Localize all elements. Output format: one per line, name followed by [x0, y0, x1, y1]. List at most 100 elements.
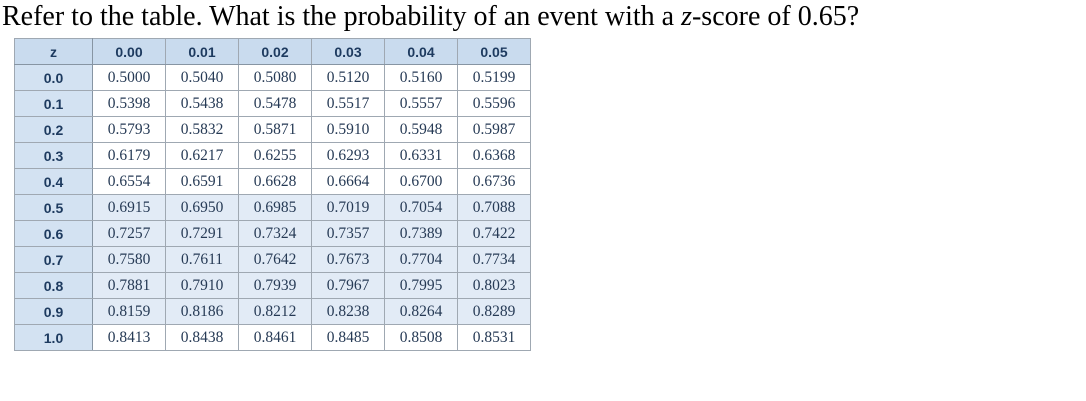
probability-cell: 0.5398 [92, 90, 166, 118]
header-cell-z: z [14, 38, 93, 66]
probability-cell: 0.7995 [384, 272, 458, 300]
table-row: 0.8 0.7881 0.7910 0.7939 0.7967 0.7995 0.8023 [14, 272, 531, 300]
table-row: 0.7 0.7580 0.7611 0.7642 0.7673 0.7704 0.7734 [14, 246, 531, 274]
probability-cell: 0.6331 [384, 142, 458, 170]
probability-cell: 0.7019 [311, 194, 385, 222]
z-table-head: z 0.00 0.01 0.02 0.03 0.04 0.05 [14, 38, 531, 66]
probability-cell: 0.7422 [457, 220, 531, 248]
question-z-term: z [681, 1, 692, 32]
probability-cell: 0.6700 [384, 168, 458, 196]
probability-cell: 0.7642 [238, 246, 312, 274]
probability-cell: 0.7357 [311, 220, 385, 248]
probability-cell: 0.5120 [311, 64, 385, 92]
row-z-label: 0.2 [14, 116, 93, 144]
probability-cell: 0.7967 [311, 272, 385, 300]
table-row: 0.0 0.5000 0.5040 0.5080 0.5120 0.5160 0.5199 [14, 64, 531, 92]
row-z-label: 0.4 [14, 168, 93, 196]
page: Refer to the table. What is the probabil… [0, 1, 1086, 352]
question-title: Refer to the table. What is the probabil… [2, 1, 1086, 33]
probability-cell: 0.8186 [165, 298, 239, 326]
probability-cell: 0.5596 [457, 90, 531, 118]
probability-cell: 0.7389 [384, 220, 458, 248]
probability-cell: 0.7291 [165, 220, 239, 248]
question-text-after: -score of 0.65? [691, 1, 860, 32]
table-row: 0.3 0.6179 0.6217 0.6255 0.6293 0.6331 0.6368 [14, 142, 531, 170]
probability-cell: 0.7734 [457, 246, 531, 274]
header-cell-001: 0.01 [165, 38, 239, 66]
probability-cell: 0.5517 [311, 90, 385, 118]
probability-cell: 0.8289 [457, 298, 531, 326]
probability-cell: 0.8264 [384, 298, 458, 326]
probability-cell: 0.7939 [238, 272, 312, 300]
z-score-table: z 0.00 0.01 0.02 0.03 0.04 0.05 0.0 0.500… [14, 38, 531, 352]
probability-cell: 0.8413 [92, 324, 166, 352]
probability-cell: 0.7088 [457, 194, 531, 222]
probability-cell: 0.6217 [165, 142, 239, 170]
question-text-before: Refer to the table. What is the probabil… [2, 1, 682, 32]
header-cell-003: 0.03 [311, 38, 385, 66]
row-z-label: 0.3 [14, 142, 93, 170]
probability-cell: 0.7673 [311, 246, 385, 274]
probability-cell: 0.7910 [165, 272, 239, 300]
probability-cell: 0.5832 [165, 116, 239, 144]
probability-cell: 0.7881 [92, 272, 166, 300]
table-row: 0.9 0.8159 0.8186 0.8212 0.8238 0.8264 0.8289 [14, 298, 531, 326]
probability-cell: 0.7611 [165, 246, 239, 274]
probability-cell: 0.6293 [311, 142, 385, 170]
table-row: 0.4 0.6554 0.6591 0.6628 0.6664 0.6700 0.6736 [14, 168, 531, 196]
table-row: 0.1 0.5398 0.5438 0.5478 0.5517 0.5557 0.5596 [14, 90, 531, 118]
probability-cell: 0.8159 [92, 298, 166, 326]
probability-cell: 0.8438 [165, 324, 239, 352]
probability-cell: 0.6950 [165, 194, 239, 222]
probability-cell: 0.6554 [92, 168, 166, 196]
row-z-label: 0.6 [14, 220, 93, 248]
probability-cell: 0.7704 [384, 246, 458, 274]
row-z-label: 0.0 [14, 64, 93, 92]
probability-cell: 0.7054 [384, 194, 458, 222]
probability-cell: 0.8531 [457, 324, 531, 352]
table-row: 0.6 0.7257 0.7291 0.7324 0.7357 0.7389 0.7422 [14, 220, 531, 248]
probability-cell: 0.5199 [457, 64, 531, 92]
probability-cell: 0.7580 [92, 246, 166, 274]
probability-cell: 0.8461 [238, 324, 312, 352]
table-row: 0.5 0.6915 0.6950 0.6985 0.7019 0.7054 0.7088 [14, 194, 531, 222]
probability-cell: 0.6591 [165, 168, 239, 196]
probability-cell: 0.5160 [384, 64, 458, 92]
probability-cell: 0.6915 [92, 194, 166, 222]
probability-cell: 0.6179 [92, 142, 166, 170]
probability-cell: 0.5987 [457, 116, 531, 144]
probability-cell: 0.8508 [384, 324, 458, 352]
probability-cell: 0.5478 [238, 90, 312, 118]
probability-cell: 0.5557 [384, 90, 458, 118]
probability-cell: 0.8485 [311, 324, 385, 352]
row-z-label: 0.7 [14, 246, 93, 274]
probability-cell: 0.5910 [311, 116, 385, 144]
z-table-body: 0.0 0.5000 0.5040 0.5080 0.5120 0.5160 0.5199 0… [14, 64, 531, 352]
probability-cell: 0.5793 [92, 116, 166, 144]
probability-cell: 0.7324 [238, 220, 312, 248]
probability-cell: 0.6368 [457, 142, 531, 170]
probability-cell: 0.5080 [238, 64, 312, 92]
table-row: 0.2 0.5793 0.5832 0.5871 0.5910 0.5948 0.5987 [14, 116, 531, 144]
table-row: 1.0 0.8413 0.8438 0.8461 0.8485 0.8508 0.8531 [14, 324, 531, 352]
row-z-label: 0.8 [14, 272, 93, 300]
header-row: z 0.00 0.01 0.02 0.03 0.04 0.05 [14, 38, 531, 66]
row-z-label: 0.1 [14, 90, 93, 118]
probability-cell: 0.8212 [238, 298, 312, 326]
probability-cell: 0.6736 [457, 168, 531, 196]
probability-cell: 0.6664 [311, 168, 385, 196]
header-cell-002: 0.02 [238, 38, 312, 66]
probability-cell: 0.5000 [92, 64, 166, 92]
header-cell-004: 0.04 [384, 38, 458, 66]
probability-cell: 0.7257 [92, 220, 166, 248]
probability-cell: 0.5948 [384, 116, 458, 144]
probability-cell: 0.8238 [311, 298, 385, 326]
probability-cell: 0.6985 [238, 194, 312, 222]
row-z-label: 1.0 [14, 324, 93, 352]
header-cell-005: 0.05 [457, 38, 531, 66]
row-z-label: 0.9 [14, 298, 93, 326]
probability-cell: 0.8023 [457, 272, 531, 300]
probability-cell: 0.6255 [238, 142, 312, 170]
header-cell-000: 0.00 [92, 38, 166, 66]
probability-cell: 0.5438 [165, 90, 239, 118]
